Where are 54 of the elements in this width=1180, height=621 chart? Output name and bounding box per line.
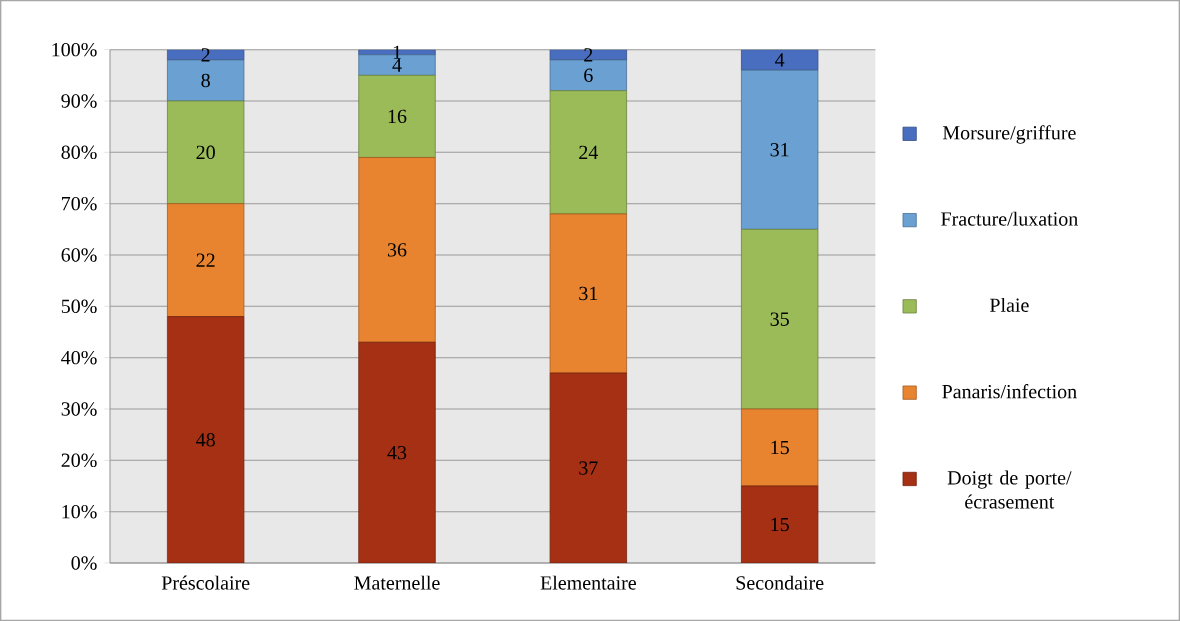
data-label: 31 bbox=[579, 286, 598, 301]
data-label: 2 bbox=[201, 48, 210, 62]
y-tick-label: 0% bbox=[71, 556, 97, 570]
y-tick-label: 60% bbox=[61, 248, 97, 262]
bar bbox=[167, 203, 245, 317]
bar bbox=[167, 316, 245, 563]
data-label: 15 bbox=[771, 517, 789, 532]
legend-label: Fracture/luxation bbox=[941, 211, 1078, 226]
y-tick-label: 50% bbox=[61, 299, 97, 314]
data-label: 20 bbox=[196, 145, 215, 160]
y-tick-label: 70% bbox=[62, 196, 97, 211]
data-label: 35 bbox=[770, 312, 789, 326]
y-tick-label: 100% bbox=[52, 42, 97, 57]
data-label: 8 bbox=[201, 73, 210, 88]
bar bbox=[741, 228, 819, 410]
data-label: 16 bbox=[388, 109, 407, 124]
y-tick-label: 20% bbox=[61, 453, 97, 468]
data-label: 43 bbox=[387, 445, 407, 460]
x-tick-label: Elementaire bbox=[540, 575, 636, 590]
text: Plaie bbox=[989, 297, 1029, 312]
legend-label: Panaris/infection bbox=[942, 384, 1077, 399]
bar bbox=[549, 372, 628, 563]
bar bbox=[741, 69, 819, 230]
data-label: 4 bbox=[775, 53, 785, 67]
data-label: 48 bbox=[196, 433, 215, 447]
bar bbox=[741, 49, 819, 71]
y-tick-label: 40% bbox=[61, 350, 97, 365]
bar bbox=[741, 408, 819, 487]
y-tick-label: 10% bbox=[62, 504, 97, 519]
data-label: 31 bbox=[770, 143, 789, 157]
x-tick-label: Secondaire bbox=[736, 575, 824, 590]
bar bbox=[358, 341, 436, 563]
y-tick-label: 80% bbox=[61, 145, 97, 160]
data-label: 4 bbox=[392, 58, 402, 72]
data-label: 24 bbox=[579, 145, 599, 159]
legend-label: Morsure/griffure bbox=[942, 125, 1076, 144]
data-label: 37 bbox=[579, 461, 598, 475]
data-label: 15 bbox=[771, 440, 789, 455]
data-label: 1 bbox=[393, 45, 401, 59]
data-label: 2 bbox=[584, 48, 593, 62]
y-tick-label: 30% bbox=[61, 402, 97, 416]
x-tick-label: Préscolaire bbox=[161, 575, 250, 590]
bar bbox=[167, 100, 245, 205]
data-label: 6 bbox=[584, 68, 593, 83]
data-label: 36 bbox=[387, 243, 407, 257]
bar bbox=[549, 90, 628, 215]
bar bbox=[358, 74, 436, 158]
legend-label: Doigt de porte/ écrasement bbox=[947, 470, 1072, 509]
x-tick-label: Maternelle bbox=[354, 575, 440, 590]
data-label: 22 bbox=[196, 253, 215, 267]
y-tick-label: 90% bbox=[61, 94, 97, 108]
bar bbox=[549, 213, 628, 374]
bar bbox=[358, 157, 436, 343]
bar bbox=[741, 485, 819, 563]
